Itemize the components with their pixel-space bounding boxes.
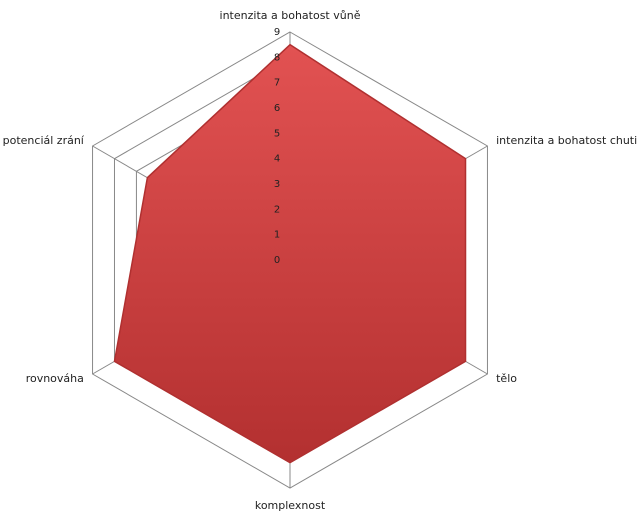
r-tick-label: 3 — [274, 179, 280, 190]
r-tick-label: 0 — [274, 255, 280, 266]
r-tick-label: 2 — [274, 204, 280, 215]
axis-label: tělo — [496, 372, 517, 385]
r-tick-label: 9 — [274, 27, 280, 38]
axis-label: komplexnost — [255, 499, 326, 512]
r-tick-label: 5 — [274, 128, 280, 139]
series-area — [113, 43, 467, 464]
r-tick-label: 8 — [274, 52, 280, 63]
axis-label: intenzita a bohatost vůně — [220, 9, 361, 22]
r-tick-label: 7 — [274, 78, 280, 89]
r-tick-label: 4 — [274, 154, 280, 165]
axis-label: potenciál zrání — [3, 134, 85, 147]
r-tick-label: 6 — [274, 103, 280, 114]
axis-label: rovnováha — [26, 372, 84, 385]
axis-label: intenzita a bohatost chuti — [496, 134, 637, 147]
r-tick-label: 1 — [274, 230, 280, 241]
